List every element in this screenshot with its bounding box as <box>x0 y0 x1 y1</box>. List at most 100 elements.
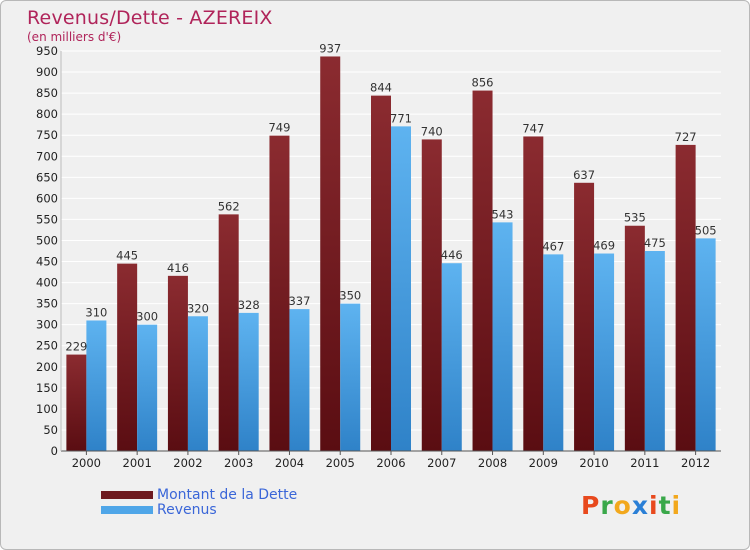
value-label-debt: 637 <box>573 168 595 182</box>
value-label-revenue: 446 <box>441 248 463 262</box>
x-tick-label: 2005 <box>326 456 355 470</box>
bar-revenue <box>391 126 411 452</box>
y-tick-label: 750 <box>36 128 58 142</box>
legend-item-debt: Montant de la Dette <box>101 486 298 503</box>
x-tick-label: 2009 <box>529 456 558 470</box>
y-tick-label: 400 <box>36 276 58 290</box>
y-tick-label: 900 <box>36 65 58 79</box>
y-axis-ticks: 0 50 100 150 200 250 300 350 400 450 500 550 600 650 7… <box>36 44 58 458</box>
bar-revenue <box>441 263 462 451</box>
value-label-debt: 562 <box>218 199 240 213</box>
value-label-revenue: 300 <box>136 310 158 324</box>
bar-debt <box>117 263 138 451</box>
bar-revenue <box>644 251 665 451</box>
proxiti-logo: Proxiti <box>581 491 681 520</box>
logo-letter: P <box>581 491 601 520</box>
value-label-revenue: 467 <box>542 239 564 253</box>
value-label-debt: 535 <box>624 211 646 225</box>
value-label-debt: 747 <box>522 121 544 135</box>
x-tick-label: 2010 <box>579 456 608 470</box>
y-tick-label: 800 <box>36 107 58 121</box>
value-label-revenue: 543 <box>492 207 514 221</box>
bar-debt <box>624 225 645 451</box>
y-tick-label: 600 <box>36 191 58 205</box>
value-label-revenue: 505 <box>695 223 717 237</box>
value-label-debt: 445 <box>116 249 138 263</box>
y-tick-label: 100 <box>36 402 58 416</box>
x-tick-label: 2000 <box>72 456 101 470</box>
y-tick-label: 50 <box>43 423 58 437</box>
bar-debt <box>421 139 442 451</box>
value-label-revenue: 469 <box>593 239 615 253</box>
legend-swatch-debt <box>101 490 153 499</box>
x-tick-label: 2007 <box>427 456 456 470</box>
value-label-revenue: 350 <box>339 289 361 303</box>
bar-debt <box>523 136 544 451</box>
bar-debt <box>66 354 87 451</box>
y-tick-label: 550 <box>36 212 58 226</box>
value-labels: 229 310 445 300 416 320 562 328 749 337 937 350 844 7… <box>65 41 716 353</box>
value-label-debt: 856 <box>472 76 494 90</box>
bar-debt <box>371 95 391 451</box>
value-label-revenue: 337 <box>288 294 310 308</box>
bar-debt <box>167 275 188 451</box>
chart-subtitle: (en milliers d'€) <box>27 30 122 44</box>
bars <box>66 56 716 452</box>
x-tick-label: 2008 <box>478 456 507 470</box>
y-tick-label: 450 <box>36 255 58 269</box>
value-label-debt: 727 <box>675 130 697 144</box>
x-axis-ticks: 2000 2001 2002 2003 2004 2005 2006 2007 2008 2009… <box>72 451 710 470</box>
bar-debt <box>320 56 341 451</box>
bar-revenue <box>594 253 615 451</box>
logo-letter: r <box>600 491 614 520</box>
bar-revenue <box>695 238 716 451</box>
y-tick-label: 300 <box>36 318 58 332</box>
value-label-debt: 229 <box>65 340 87 354</box>
bar-revenue <box>137 324 158 451</box>
value-label-debt: 844 <box>370 81 392 95</box>
value-label-revenue: 320 <box>187 301 209 315</box>
bar-revenue <box>238 312 259 451</box>
y-tick-label: 950 <box>36 44 58 58</box>
bar-revenue <box>543 254 564 451</box>
bar-debt <box>472 90 493 451</box>
y-tick-label: 250 <box>36 339 58 353</box>
y-tick-label: 500 <box>36 233 58 247</box>
logo-letter: i <box>671 491 682 520</box>
value-label-debt: 740 <box>421 124 443 138</box>
value-label-debt: 416 <box>167 261 189 275</box>
y-tick-label: 0 <box>51 444 58 458</box>
bar-revenue <box>340 303 361 451</box>
chart-title: Revenus/Dette - AZEREIX <box>27 7 273 29</box>
y-tick-label: 150 <box>36 381 58 395</box>
legend-swatch-revenue <box>101 505 153 514</box>
bar-debt <box>269 135 290 451</box>
bar-revenue <box>492 222 513 451</box>
legend-item-revenue: Revenus <box>101 501 297 518</box>
y-tick-label: 700 <box>36 149 58 163</box>
y-tick-label: 200 <box>36 360 58 374</box>
x-tick-label: 2001 <box>123 456 152 470</box>
x-tick-label: 2003 <box>224 456 253 470</box>
bar-revenue <box>86 320 107 451</box>
legend-label-debt: Montant de la Dette <box>157 486 298 503</box>
legend-label-revenue: Revenus <box>157 501 217 518</box>
bar-revenue <box>289 309 310 451</box>
x-tick-label: 2002 <box>173 456 202 470</box>
value-label-revenue: 328 <box>238 298 260 312</box>
logo-letter: x <box>631 491 649 520</box>
x-tick-label: 2011 <box>630 456 659 470</box>
value-label-revenue: 771 <box>390 111 412 125</box>
bar-revenue <box>187 316 208 451</box>
x-tick-label: 2004 <box>275 456 304 470</box>
bar-debt <box>218 214 239 451</box>
bar-debt <box>574 182 595 451</box>
logo-letter: i <box>649 491 659 520</box>
bar-debt <box>675 144 696 452</box>
logo-letter: t <box>658 491 672 520</box>
value-label-debt: 937 <box>319 41 341 55</box>
value-label-revenue: 475 <box>644 236 666 250</box>
legend: Montant de la Dette Revenus <box>101 486 298 518</box>
y-tick-label: 850 <box>36 86 58 100</box>
